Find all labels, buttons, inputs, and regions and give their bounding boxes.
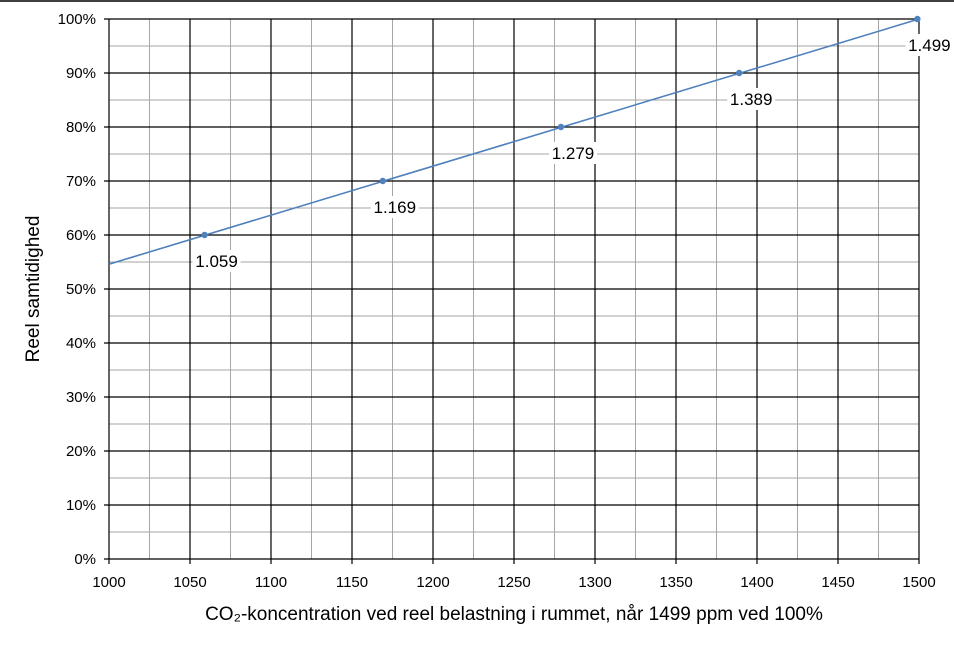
x-tick-label: 1250 (497, 574, 530, 591)
y-tick-label: 60% (66, 227, 96, 244)
data-label: 1.389 (730, 90, 773, 109)
y-tick-label: 80% (66, 119, 96, 136)
data-label: 1.059 (195, 252, 238, 271)
x-tick-label: 1350 (659, 574, 692, 591)
data-label-background (370, 196, 419, 218)
y-tick-label: 0% (74, 551, 96, 568)
data-label: 1.279 (552, 144, 595, 163)
data-point (557, 123, 565, 131)
data-point (379, 177, 386, 185)
y-axis-title: Reel samtidighed (23, 216, 44, 363)
data-label-background (192, 250, 241, 272)
data-points (201, 15, 921, 239)
x-tick-label: 1200 (416, 574, 449, 591)
x-tick-label: 1500 (902, 574, 935, 591)
y-tick-label: 10% (66, 497, 96, 514)
data-point (914, 15, 921, 23)
y-tick-label: 90% (66, 65, 96, 82)
y-tick-label: 100% (58, 11, 96, 28)
y-axis-tick-labels: 0% 10% 20% 30% 40% 50% 60% 70% 80% 90% 100% (58, 11, 96, 568)
x-tick-label: 1400 (740, 574, 773, 591)
data-labels: 1.059 1.169 1.279 1.389 1.499 (192, 34, 954, 272)
series-line (108, 18, 920, 265)
data-point (735, 69, 743, 77)
y-tick-label: 30% (66, 389, 96, 406)
data-label-background (727, 88, 776, 110)
major-gridlines (104, 18, 920, 564)
data-label-background (905, 34, 954, 56)
x-tick-label: 1050 (173, 574, 206, 591)
y-tick-label: 20% (66, 443, 96, 460)
x-axis-title: CO₂-koncentration ved reel belastning i … (205, 604, 823, 625)
x-tick-label: 1100 (255, 574, 287, 591)
x-tick-label: 1450 (821, 574, 854, 591)
x-tick-label: 1150 (336, 574, 368, 591)
x-axis-tick-labels: 1000 1050 1100 1150 1200 1250 1300 1350 1400 1450… (92, 574, 935, 591)
data-point (201, 231, 208, 239)
y-tick-label: 40% (66, 335, 96, 352)
x-tick-label: 1300 (578, 574, 611, 591)
data-label: 1.499 (908, 36, 951, 55)
y-tick-label: 70% (66, 173, 96, 190)
series-lines (108, 18, 920, 265)
data-label: 1.169 (374, 198, 417, 217)
data-label-background (548, 142, 597, 164)
y-tick-label: 50% (66, 281, 96, 298)
x-tick-label: 1000 (92, 574, 125, 591)
